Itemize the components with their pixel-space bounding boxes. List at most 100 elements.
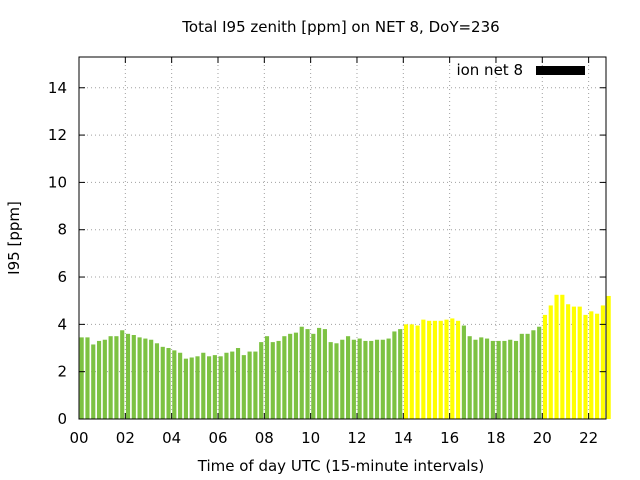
bar <box>189 357 194 419</box>
bar <box>224 352 229 419</box>
y-tick-label: 8 <box>57 221 67 239</box>
bar <box>513 340 519 419</box>
bar <box>577 306 582 419</box>
x-tick-label: 12 <box>347 429 366 447</box>
bar <box>542 314 548 419</box>
bar <box>207 356 212 419</box>
bar <box>473 339 478 419</box>
y-tick-label: 10 <box>48 173 67 191</box>
bar <box>484 338 490 419</box>
y-tick-label: 2 <box>57 363 67 381</box>
bar <box>160 346 165 419</box>
y-tick-label: 0 <box>57 410 67 428</box>
x-tick-label: 20 <box>533 429 552 447</box>
x-tick-label: 06 <box>208 429 227 447</box>
bar <box>195 356 200 419</box>
bar <box>270 342 275 419</box>
bar <box>502 340 507 419</box>
bar-series <box>79 294 611 419</box>
y-tick-labels: 0 2 4 6 8 10 12 14 <box>48 79 67 428</box>
bar <box>380 339 385 419</box>
x-tick-label: 08 <box>255 429 274 447</box>
bar <box>519 333 524 419</box>
x-axis-label: Time of day UTC (15-minute intervals) <box>197 457 484 475</box>
bar <box>340 339 345 419</box>
bar <box>259 342 264 419</box>
x-tick-label: 18 <box>486 429 505 447</box>
bar <box>183 358 188 419</box>
bar <box>293 332 299 419</box>
y-tick-label: 14 <box>48 79 67 97</box>
bar <box>595 313 600 419</box>
bar <box>560 294 565 419</box>
bar <box>351 339 356 419</box>
bar <box>241 355 246 419</box>
plot-frame <box>78 56 607 420</box>
x-tick-label: 10 <box>301 429 320 447</box>
bar <box>299 326 304 419</box>
bar <box>566 304 571 419</box>
bar <box>363 340 368 419</box>
y-tick-label: 12 <box>48 126 67 144</box>
y-tick-label: 4 <box>57 315 67 333</box>
bar <box>583 314 588 419</box>
bar <box>444 319 449 419</box>
bar <box>125 333 131 419</box>
bar <box>143 338 148 419</box>
bar <box>369 340 374 419</box>
bar <box>264 336 270 419</box>
legend-label: ion net 8 <box>456 61 523 79</box>
bar <box>172 350 177 419</box>
bar <box>108 336 113 419</box>
bar <box>235 348 241 419</box>
bar <box>438 320 443 419</box>
bar <box>317 327 322 419</box>
bar <box>288 333 293 419</box>
bar <box>276 340 281 419</box>
bar <box>490 340 495 419</box>
bar <box>328 342 333 419</box>
bar <box>311 333 316 419</box>
bar <box>398 329 403 419</box>
bar <box>247 351 252 419</box>
bar <box>531 330 536 419</box>
x-tick-label: 22 <box>579 429 598 447</box>
bar <box>357 338 362 419</box>
bar <box>386 338 391 419</box>
y-axis-label: I95 [ppm] <box>5 201 23 275</box>
bar <box>525 333 530 419</box>
bar <box>432 320 438 419</box>
bar <box>409 324 414 419</box>
bar <box>322 329 327 419</box>
x-tick-label: 16 <box>440 429 459 447</box>
bar <box>392 331 397 419</box>
bar <box>85 337 90 419</box>
grid-lines <box>79 57 606 419</box>
bar <box>79 337 84 419</box>
tick-marks <box>78 57 606 420</box>
bar <box>131 335 136 419</box>
bar <box>305 329 310 419</box>
bar <box>345 336 351 419</box>
bar <box>218 356 223 419</box>
bar <box>554 294 559 419</box>
x-tick-label: 14 <box>394 429 413 447</box>
bar <box>374 339 380 419</box>
bar <box>154 343 160 419</box>
bar <box>427 320 432 419</box>
chart-title: Total I95 zenith [ppm] on NET 8, DoY=236 <box>181 18 499 36</box>
bar <box>114 336 119 419</box>
bar <box>421 319 426 419</box>
bar <box>166 348 171 419</box>
bar <box>96 340 102 419</box>
x-tick-label: 02 <box>116 429 135 447</box>
bar <box>600 305 605 419</box>
y-tick-label: 6 <box>57 268 67 286</box>
legend-swatch <box>536 66 585 75</box>
bar <box>201 352 206 419</box>
legend: ion net 8 <box>456 61 585 79</box>
bar <box>137 337 142 419</box>
bar <box>282 336 287 419</box>
bar <box>461 325 466 419</box>
